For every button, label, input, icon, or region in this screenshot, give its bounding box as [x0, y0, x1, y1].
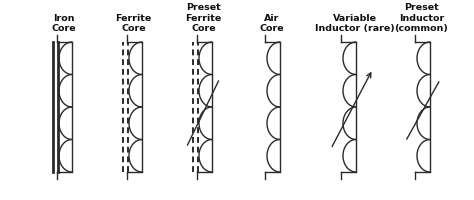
Text: Preset
Ferrite
Core: Preset Ferrite Core	[185, 3, 222, 33]
Text: Air
Core: Air Core	[259, 14, 284, 33]
Text: Ferrite
Core: Ferrite Core	[115, 14, 152, 33]
Text: Variable
Inductor (rare): Variable Inductor (rare)	[315, 14, 394, 33]
Text: Preset
Inductor
(common): Preset Inductor (common)	[394, 3, 448, 33]
Text: Iron
Core: Iron Core	[51, 14, 76, 33]
